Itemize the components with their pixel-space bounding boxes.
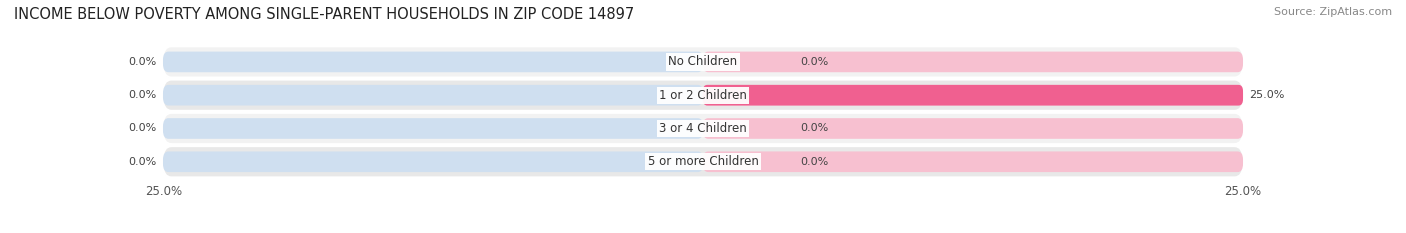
Text: 3 or 4 Children: 3 or 4 Children [659,122,747,135]
Text: 0.0%: 0.0% [128,157,156,167]
Text: 0.0%: 0.0% [800,157,828,167]
FancyBboxPatch shape [163,113,1243,144]
Text: 1 or 2 Children: 1 or 2 Children [659,89,747,102]
FancyBboxPatch shape [163,46,1243,78]
FancyBboxPatch shape [703,151,1243,172]
FancyBboxPatch shape [703,85,1243,106]
Text: No Children: No Children [668,55,738,69]
Text: 0.0%: 0.0% [800,123,828,134]
Text: 0.0%: 0.0% [128,90,156,100]
FancyBboxPatch shape [703,85,1243,106]
Text: 25.0%: 25.0% [1250,90,1285,100]
FancyBboxPatch shape [163,151,703,172]
FancyBboxPatch shape [703,118,1243,139]
FancyBboxPatch shape [163,146,1243,177]
Text: 5 or more Children: 5 or more Children [648,155,758,168]
Text: Source: ZipAtlas.com: Source: ZipAtlas.com [1274,7,1392,17]
FancyBboxPatch shape [163,79,1243,111]
Text: 0.0%: 0.0% [128,57,156,67]
FancyBboxPatch shape [163,51,703,72]
Text: 0.0%: 0.0% [128,123,156,134]
Text: 0.0%: 0.0% [800,57,828,67]
FancyBboxPatch shape [703,51,1243,72]
FancyBboxPatch shape [163,85,703,106]
Text: INCOME BELOW POVERTY AMONG SINGLE-PARENT HOUSEHOLDS IN ZIP CODE 14897: INCOME BELOW POVERTY AMONG SINGLE-PARENT… [14,7,634,22]
FancyBboxPatch shape [163,118,703,139]
